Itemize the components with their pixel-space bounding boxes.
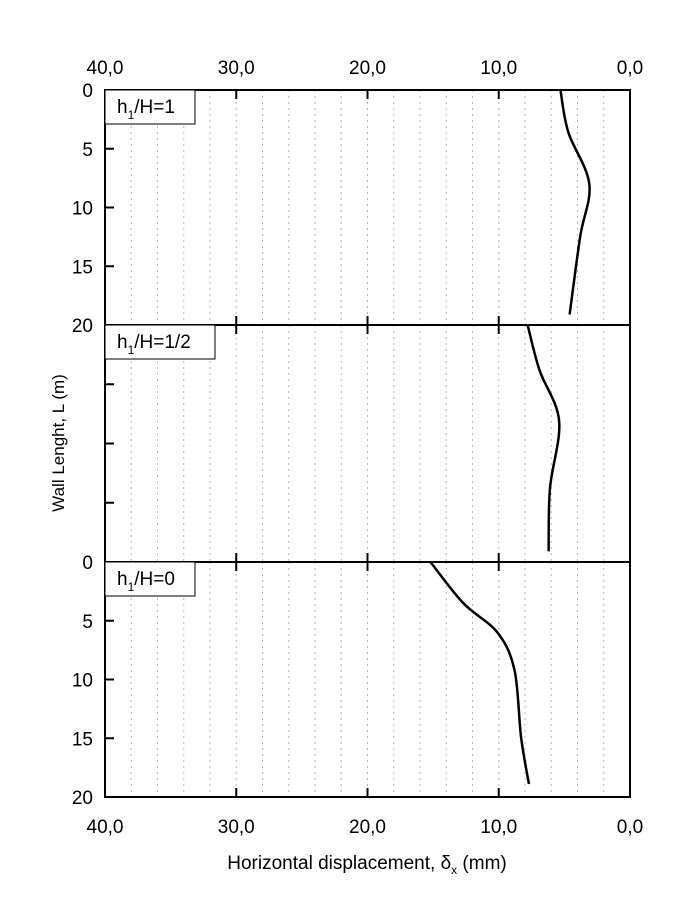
y-tick-label: 20 bbox=[72, 788, 93, 809]
x-tick-label-bottom: 20,0 bbox=[349, 817, 386, 838]
y-tick-label: 10 bbox=[72, 671, 93, 692]
y-tick-label: 20 bbox=[72, 316, 93, 337]
x-tick-label-bottom: 10,0 bbox=[480, 817, 517, 838]
legend-box bbox=[104, 89, 196, 125]
series-line-panel-1 bbox=[559, 89, 591, 315]
x-axis-label: Horizontal displacement, δx (mm) bbox=[227, 853, 507, 877]
x-tick-label-bottom: 30,0 bbox=[218, 817, 255, 838]
legend-panel-2: h1/H=1/2 bbox=[104, 324, 216, 360]
axis-ticks bbox=[104, 90, 631, 797]
y-tick-label: 0 bbox=[82, 81, 93, 102]
y-tick-label: 10 bbox=[72, 199, 93, 220]
x-tick-label-bottom: 40,0 bbox=[87, 817, 124, 838]
legend-label: h1/H=1/2 bbox=[117, 332, 191, 357]
y-tick-label: 5 bbox=[82, 612, 93, 633]
grid-lines bbox=[130, 90, 605, 797]
y-tick-label: 15 bbox=[72, 729, 93, 750]
x-tick-label-bottom: 0,0 bbox=[617, 817, 643, 838]
y-tick-label: 15 bbox=[72, 257, 93, 278]
panel-frame bbox=[104, 324, 631, 563]
series-curves bbox=[429, 89, 591, 785]
x-tick-label-top: 20,0 bbox=[349, 58, 386, 79]
legend-box bbox=[104, 561, 196, 597]
legend-box bbox=[104, 324, 216, 360]
x-tick-label-top: 30,0 bbox=[218, 58, 255, 79]
legends: h1/H=1 h1/H=1/2 h1/H=0 bbox=[104, 89, 216, 597]
x-tick-label-top: 0,0 bbox=[617, 58, 643, 79]
x-tick-label-top: 10,0 bbox=[480, 58, 517, 79]
y-tick-label: 5 bbox=[82, 140, 93, 161]
legend-label: h1/H=1 bbox=[117, 97, 175, 122]
legend-panel-3: h1/H=0 bbox=[104, 561, 196, 597]
panel-frames bbox=[104, 89, 631, 798]
y-axis-label: Wall Lenght, L (m) bbox=[49, 374, 68, 512]
tick-labels: 0 5 10 15 20 0 5 10 15 20 40,0 40,0 30,0 30,0 20,0 20,0… bbox=[72, 58, 643, 838]
series-line-panel-3 bbox=[429, 561, 531, 785]
x-tick-label-top: 40,0 bbox=[87, 58, 124, 79]
legend-label: h1/H=0 bbox=[117, 569, 175, 594]
y-tick-label: 0 bbox=[82, 553, 93, 574]
legend-panel-1: h1/H=1 bbox=[104, 89, 196, 125]
series-line-panel-2 bbox=[526, 324, 561, 552]
